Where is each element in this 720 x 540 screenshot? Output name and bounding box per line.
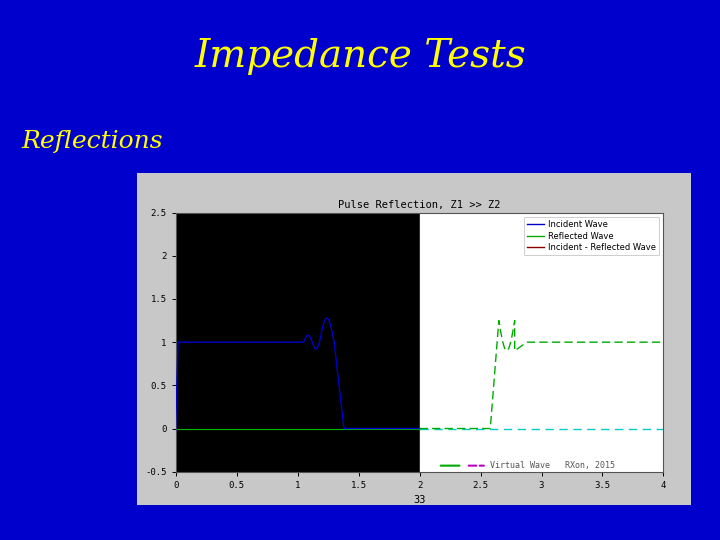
Bar <box>176 213 420 472</box>
Title: Pulse Reflection, Z1 >> Z2: Pulse Reflection, Z1 >> Z2 <box>338 200 501 211</box>
Text: Reflections: Reflections <box>22 130 163 153</box>
Bar <box>420 213 664 472</box>
Text: Impedance Tests: Impedance Tests <box>194 38 526 75</box>
Legend: Incident Wave, Reflected Wave, Incident - Reflected Wave: Incident Wave, Reflected Wave, Incident … <box>524 217 660 255</box>
Text: Virtual Wave   RXon, 2015: Virtual Wave RXon, 2015 <box>490 461 616 470</box>
X-axis label: 33: 33 <box>413 495 426 505</box>
